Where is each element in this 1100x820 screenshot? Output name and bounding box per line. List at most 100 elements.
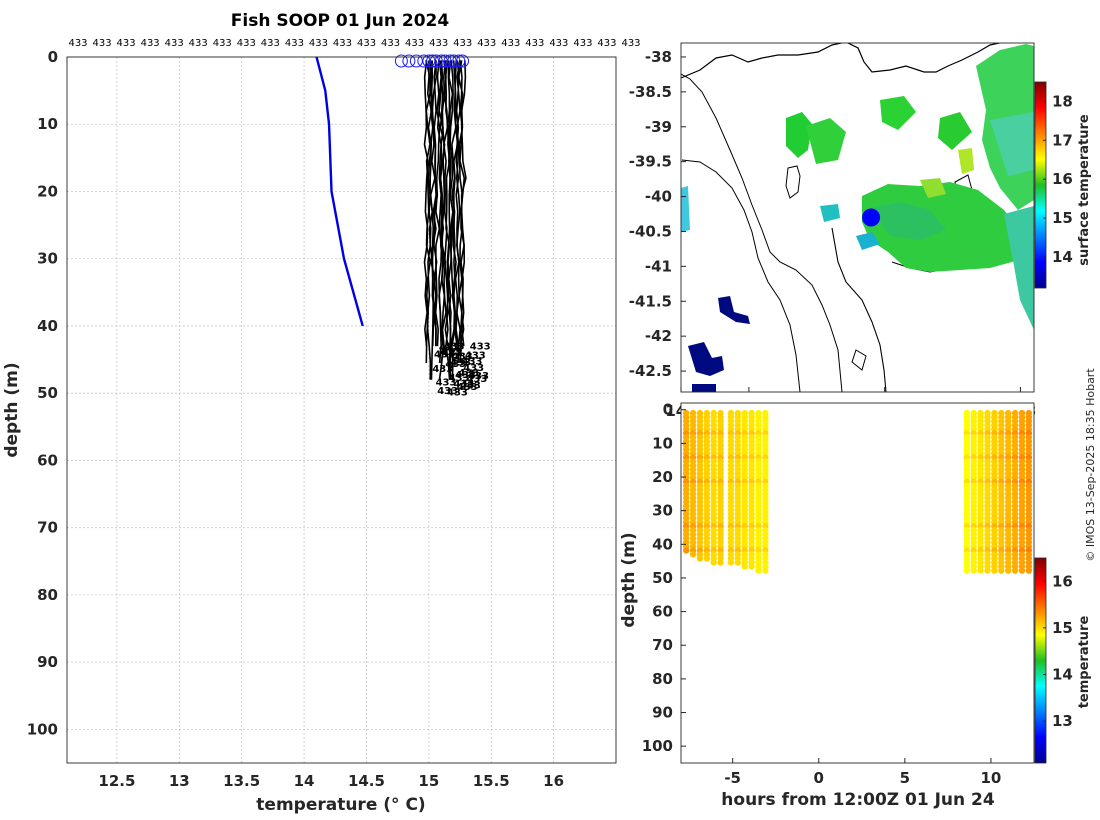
profile-panel: Fish SOOP 01 Jun 2024 433 433 433 433 433 433… — [2, 11, 641, 815]
profile-end-label: 433 — [452, 352, 473, 363]
profile-id-label: 433 — [68, 38, 87, 49]
section-colorbar: 13 14 15 16 — [1034, 557, 1073, 764]
profile-y-tick: 10 — [37, 115, 58, 133]
section-y-tick: 50 — [652, 569, 673, 587]
sst-patch — [718, 296, 750, 324]
map-y-tick: -40.5 — [629, 222, 672, 240]
section-data-point — [703, 555, 711, 562]
sst-patch — [938, 112, 972, 150]
section-y-tick: 70 — [652, 636, 673, 654]
section-y-tick: 80 — [652, 670, 673, 688]
map-colorbar-tick: 18 — [1052, 92, 1073, 110]
profile-start-marker — [447, 54, 461, 68]
profile-x-tick: 13.5 — [223, 772, 260, 790]
profile-start-marker — [456, 54, 470, 68]
profile-end-label: 433 — [457, 382, 478, 393]
map-colorbar-tick: 15 — [1052, 209, 1073, 227]
profile-id-label: 433 — [477, 38, 496, 49]
xbt-profile-line — [441, 60, 447, 347]
profile-x-tick: 15.5 — [473, 772, 510, 790]
map-y-tick: -38 — [645, 48, 672, 66]
section-data-point — [727, 559, 735, 566]
section-x-label: hours from 12:00Z 01 Jun 24 — [721, 790, 995, 810]
map-y-tick: -39 — [645, 118, 672, 136]
section-data-point — [1004, 567, 1012, 574]
profile-x-tick: 13 — [169, 772, 190, 790]
islet — [851, 349, 867, 371]
map-y-tick: -41.5 — [629, 292, 672, 310]
profile-id-label: 433 — [165, 38, 184, 49]
profile-id-label: 433 — [501, 38, 520, 49]
section-data-point — [748, 563, 755, 570]
profile-x-label: temperature (° C) — [256, 795, 425, 815]
profile-end-label: 433 — [436, 377, 457, 388]
profile-id-label: 433 — [141, 38, 160, 49]
profile-start-marker — [402, 54, 416, 68]
xbt-profile-line — [452, 60, 459, 347]
profile-id-label: 433 — [357, 38, 376, 49]
profile-end-label: 433 — [437, 386, 458, 397]
profile-id-label: 433 — [597, 38, 616, 49]
profile-id-label: 433 — [549, 38, 568, 49]
profile-y-label: depth (m) — [2, 362, 22, 457]
section-data-point — [717, 559, 724, 566]
sst-patch — [786, 112, 812, 158]
figure-title: Fish SOOP 01 Jun 2024 — [231, 11, 450, 31]
sst-patch — [806, 118, 846, 164]
profile-end-label: 433 — [455, 370, 476, 381]
profile-end-label: 433 — [460, 381, 481, 392]
profile-start-marker — [438, 54, 452, 68]
section-x-tick: 0 — [814, 769, 824, 787]
profile-y-tick: 80 — [37, 586, 58, 604]
xbt-profile-line — [425, 60, 431, 347]
sst-patch — [856, 232, 880, 250]
profile-end-label: 433 — [447, 388, 468, 399]
section-y-tick: 10 — [652, 434, 673, 452]
profile-start-marker — [394, 54, 408, 68]
profile-y-tick: 30 — [37, 250, 58, 268]
section-data-point — [682, 547, 690, 554]
king-island — [785, 165, 801, 199]
section-y-tick: 30 — [652, 502, 673, 520]
section-data-point — [755, 567, 762, 574]
section-y-tick: 100 — [642, 737, 673, 755]
section-data-point — [970, 567, 977, 574]
profile-y-tick: 40 — [37, 317, 58, 335]
profile-id-label: 433 — [621, 38, 640, 49]
profile-ticks: 12.5 13 13.5 14 14.5 15 15.5 16 0 10 20 30 40 50 60 70 8… — [27, 48, 564, 790]
profile-end-label: 433 — [458, 368, 479, 379]
sst-patch — [692, 384, 716, 392]
section-colorbar-tick: 13 — [1052, 712, 1073, 730]
profile-x-tick: 12.5 — [98, 772, 135, 790]
profile-y-tick: 70 — [37, 519, 58, 537]
profile-id-label: 433 — [309, 38, 328, 49]
map-panel: -38 -38.5 -39 -39.5 -40 -40.5 -41 -41.5 -42 -42.5… — [629, 42, 1092, 420]
map-y-tick: -41 — [645, 257, 672, 275]
xbt-profile-line — [431, 60, 438, 347]
profile-id-label: 433 — [189, 38, 208, 49]
map-colorbar-scale — [1034, 81, 1047, 289]
map-colorbar: 14 15 16 17 18 — [1034, 81, 1073, 289]
profile-y-tick: 20 — [37, 182, 58, 200]
profile-data: 4334334334334334334334334334334334334334… — [315, 54, 491, 399]
section-y-tick: 60 — [652, 603, 673, 621]
map-colorbar-tick: 17 — [1052, 131, 1073, 149]
profile-id-label: 433 — [117, 38, 136, 49]
section-data-point — [991, 567, 998, 574]
profile-id-label: 433 — [453, 38, 472, 49]
profile-y-tick: 90 — [37, 653, 58, 671]
profile-end-label: 433 — [470, 342, 491, 353]
section-colorbar-scale — [1034, 557, 1047, 764]
xbt-profile-line — [444, 60, 451, 380]
xbt-profile-line — [460, 60, 467, 347]
sst-patch — [958, 148, 974, 174]
profile-id-label: 433 — [405, 38, 424, 49]
profile-id-label: 433 — [237, 38, 256, 49]
profile-y-tick: 0 — [48, 48, 58, 66]
section-data-point — [1011, 567, 1019, 574]
section-colorbar-label: temperature — [1077, 616, 1092, 709]
vessel-position-marker — [862, 208, 881, 227]
map-y-tick: -40 — [645, 188, 672, 206]
profile-axes-box — [66, 56, 617, 764]
